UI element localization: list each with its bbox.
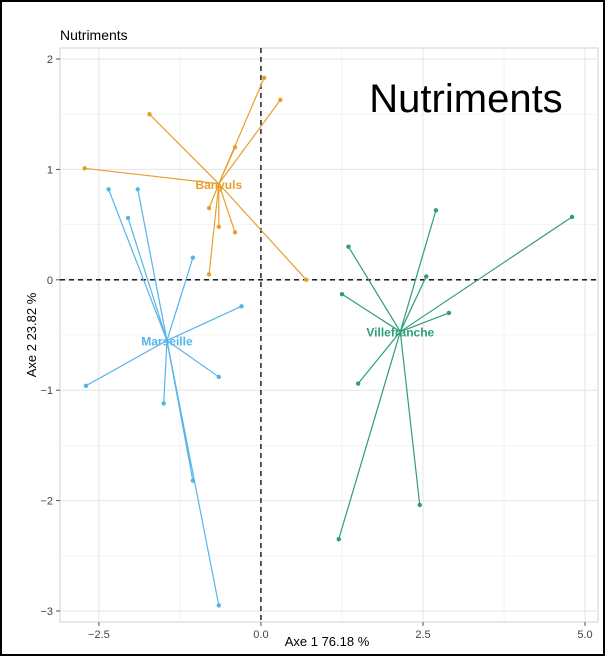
villefranche-segment	[399, 276, 427, 332]
villefranche-group-label: Villefranche	[366, 326, 434, 340]
villefranche-point	[346, 244, 351, 249]
y-tick-label: −2	[40, 496, 53, 508]
villefranche-segment	[347, 246, 401, 333]
banyuls-point	[147, 112, 152, 117]
villefranche-segment	[399, 210, 437, 332]
villefranche-point	[433, 208, 439, 213]
villefranche-point	[424, 274, 429, 279]
villefranche-segment	[338, 331, 401, 540]
chart-title: Nutriments	[60, 27, 128, 43]
banyuls-point	[216, 224, 222, 230]
villefranche-segment	[399, 216, 573, 333]
marseille-segment	[166, 257, 194, 341]
x-tick-label: −2.5	[88, 629, 110, 641]
grid-lines	[60, 48, 598, 622]
marseille-segment	[166, 305, 242, 342]
banyuls-point	[206, 205, 212, 211]
marseille-segment	[108, 189, 168, 341]
villefranche-point	[336, 537, 341, 542]
marseille-segment	[166, 340, 220, 378]
marseille-segment	[163, 340, 168, 404]
villefranche-point	[417, 502, 422, 508]
banyuls-segment	[149, 113, 220, 185]
marseille-point	[125, 215, 131, 221]
banyuls-segment	[218, 183, 307, 281]
villefranche-segment	[341, 293, 401, 333]
banyuls-point	[261, 75, 267, 81]
banyuls-point	[232, 145, 238, 150]
banyuls-point	[232, 230, 238, 235]
marseille-segment	[166, 340, 220, 606]
banyuls-point	[82, 166, 87, 171]
banyuls-segment	[218, 183, 236, 233]
banyuls-group-label: Banyuls	[195, 178, 242, 192]
overlay-title: Nutriments	[369, 77, 562, 121]
villefranche-segment	[399, 331, 421, 506]
x-tick-label: 2.5	[415, 629, 430, 641]
marseille-point	[239, 304, 244, 309]
marseille-point	[135, 187, 140, 192]
data-points	[82, 75, 575, 608]
x-tick-label: 5.0	[577, 629, 592, 641]
villefranche-segment	[357, 331, 401, 384]
reference-lines	[60, 48, 598, 622]
villefranche-point	[569, 214, 575, 220]
y-tick-label: 2	[47, 54, 53, 66]
villefranche-segment	[400, 312, 450, 333]
banyuls-segment	[218, 147, 236, 185]
villefranche-point	[355, 381, 361, 386]
marseille-segment	[137, 189, 168, 341]
marseille-point	[83, 383, 89, 388]
x-tick-label: 0.0	[253, 629, 268, 641]
marseille-point	[106, 187, 111, 192]
villefranche-point	[446, 310, 452, 316]
marseille-group-label: Marseille	[141, 335, 193, 349]
banyuls-segment	[218, 99, 281, 185]
y-tick-label: 0	[47, 275, 53, 287]
group-labels: Banyuls Marseille Villefranche	[141, 178, 434, 349]
marseille-point	[216, 603, 222, 608]
marseille-segment	[127, 217, 168, 341]
marseille-segment	[85, 339, 168, 387]
banyuls-point	[278, 97, 283, 103]
marseille-point	[216, 374, 222, 380]
banyuls-segment	[84, 167, 219, 185]
marseille-point	[190, 255, 196, 260]
banyuls-segment	[208, 183, 220, 209]
y-tick-label: −1	[40, 385, 53, 397]
y-tick-label: −3	[40, 606, 53, 618]
banyuls-segment	[208, 183, 220, 275]
villefranche-point	[339, 291, 345, 297]
banyuls-point	[206, 272, 212, 277]
tick-labels: −2.5 0.0 2.5 5.0 −3 −2 −1 0 1 2	[40, 54, 592, 641]
marseille-point	[190, 478, 196, 483]
y-tick-label: 1	[47, 164, 53, 176]
marseille-point	[161, 401, 166, 406]
y-axis-label: Axe 2 23.82 %	[24, 292, 39, 377]
group-segments	[84, 77, 573, 606]
x-axis-label: Axe 1 76.18 %	[285, 634, 370, 649]
banyuls-point	[304, 277, 309, 283]
